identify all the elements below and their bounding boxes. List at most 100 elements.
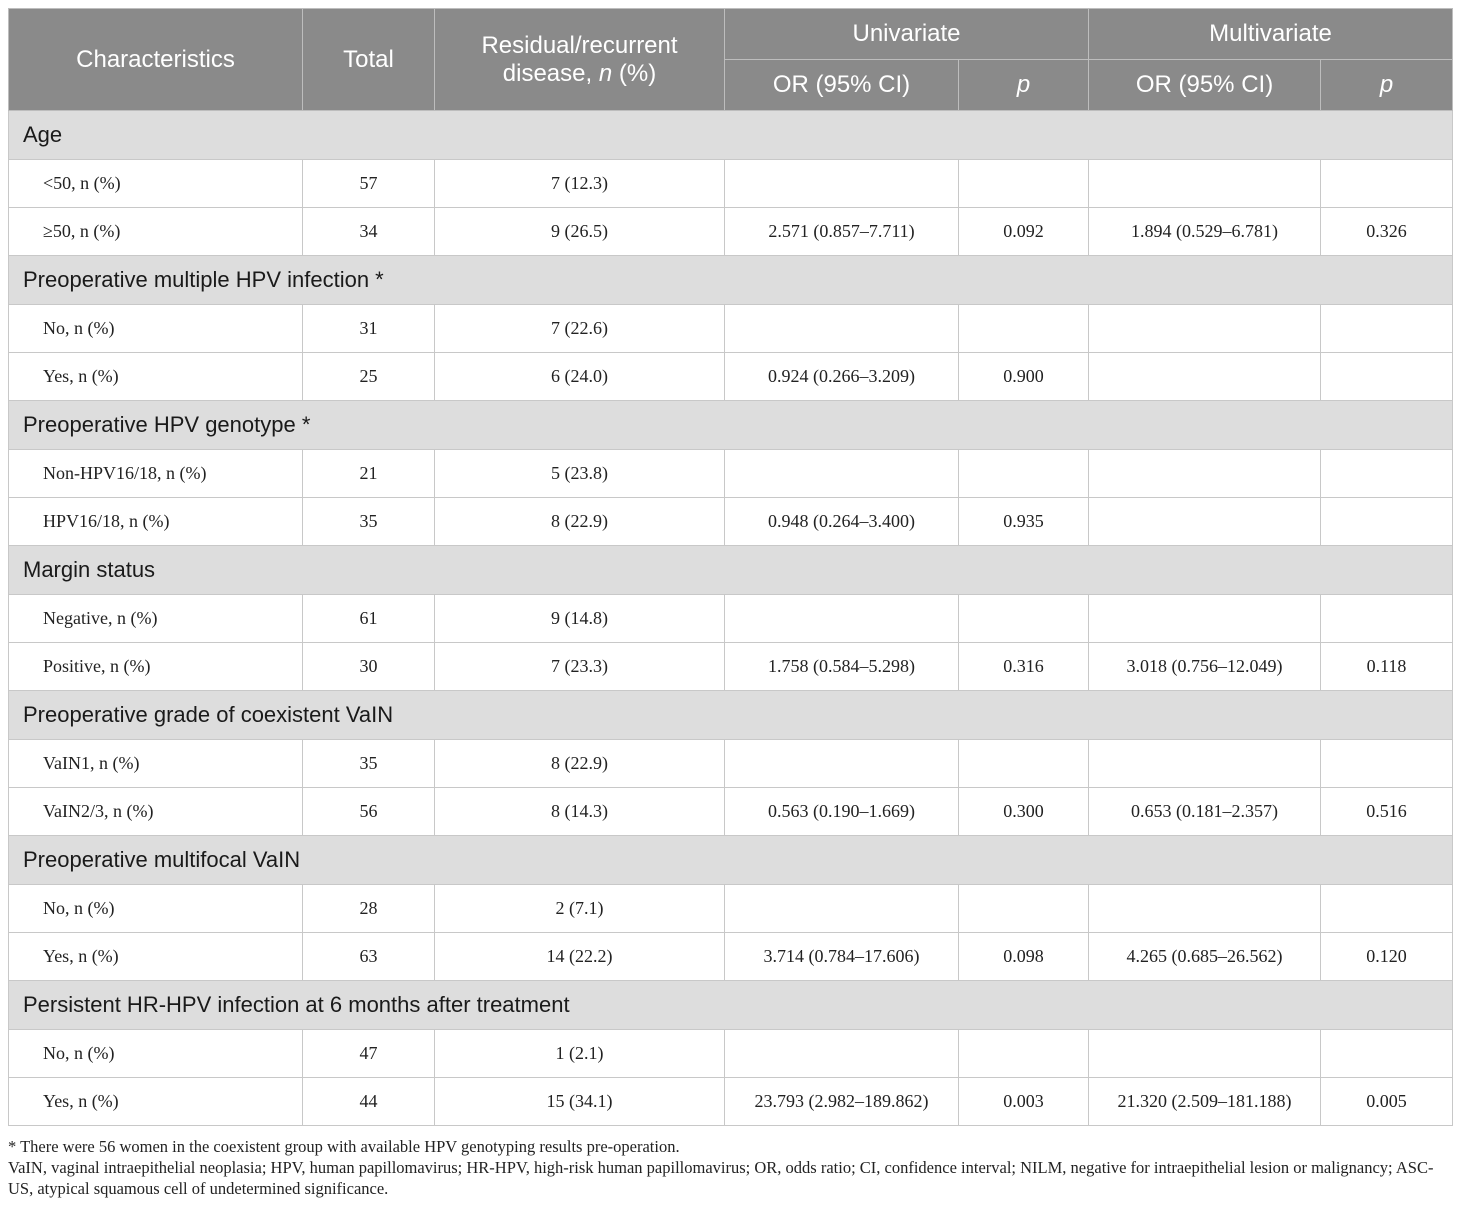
table-row: Yes, n (%) 44 15 (34.1) 23.793 (2.982–189.8… bbox=[8, 1077, 1454, 1126]
table-row: No, n (%) 47 1 (2.1) bbox=[8, 1029, 1454, 1078]
univariate-or-cell bbox=[724, 1029, 959, 1078]
table-row: HPV16/18, n (%) 35 8 (22.9) 0.948 (0.264–3.… bbox=[8, 497, 1454, 546]
residual-cell: 5 (23.8) bbox=[434, 449, 725, 498]
multivariate-p-cell bbox=[1320, 594, 1454, 643]
group-header-row: Margin status bbox=[7, 545, 1454, 595]
header-residual-line2-pre: disease, bbox=[502, 59, 599, 87]
residual-cell: 8 (22.9) bbox=[434, 739, 725, 788]
header-residual-line1: Residual/recurrent bbox=[481, 31, 678, 59]
residual-cell: 15 (34.1) bbox=[434, 1077, 725, 1126]
multivariate-or-cell bbox=[1088, 497, 1322, 546]
row-label: Yes, n (%) bbox=[8, 1077, 303, 1126]
multivariate-or-cell bbox=[1088, 352, 1322, 401]
row-label: No, n (%) bbox=[8, 304, 303, 353]
univariate-or-cell: 3.714 (0.784–17.606) bbox=[724, 932, 959, 981]
multivariate-p-cell bbox=[1320, 304, 1454, 353]
row-label: Negative, n (%) bbox=[8, 594, 303, 643]
total-cell: 56 bbox=[302, 787, 435, 836]
header-multi-or: OR (95% CI) bbox=[1088, 59, 1322, 111]
multivariate-or-cell bbox=[1088, 159, 1322, 208]
univariate-or-cell bbox=[724, 449, 959, 498]
univariate-or-cell bbox=[724, 594, 959, 643]
univariate-p-cell: 0.316 bbox=[957, 642, 1090, 691]
multivariate-or-cell: 4.265 (0.685–26.562) bbox=[1088, 932, 1322, 981]
multivariate-p-cell bbox=[1320, 449, 1454, 498]
table-container: Characteristics Total Residual/recurrent… bbox=[7, 8, 1454, 1199]
group-header-row: Preoperative grade of coexistent VaIN bbox=[7, 690, 1454, 740]
univariate-or-cell bbox=[724, 884, 959, 933]
table-row: VaIN2/3, n (%) 56 8 (14.3) 0.563 (0.190–1.6… bbox=[8, 787, 1454, 836]
table-row: VaIN1, n (%) 35 8 (22.9) bbox=[8, 739, 1454, 788]
row-label: VaIN1, n (%) bbox=[8, 739, 303, 788]
univariate-or-cell: 0.948 (0.264–3.400) bbox=[724, 497, 959, 546]
total-cell: 57 bbox=[302, 159, 435, 208]
residual-cell: 7 (23.3) bbox=[434, 642, 725, 691]
group-title: Preoperative multiple HPV infection * bbox=[7, 255, 1454, 305]
residual-cell: 7 (12.3) bbox=[434, 159, 725, 208]
total-cell: 31 bbox=[302, 304, 435, 353]
univariate-p-cell: 0.098 bbox=[957, 932, 1090, 981]
group-header-row: Persistent HR-HPV infection at 6 months … bbox=[7, 980, 1454, 1030]
total-cell: 21 bbox=[302, 449, 435, 498]
row-label: Yes, n (%) bbox=[8, 932, 303, 981]
residual-cell: 14 (22.2) bbox=[434, 932, 725, 981]
multivariate-or-cell bbox=[1088, 594, 1322, 643]
total-cell: 47 bbox=[302, 1029, 435, 1078]
multivariate-p-cell: 0.120 bbox=[1320, 932, 1454, 981]
univariate-or-cell bbox=[724, 159, 959, 208]
univariate-p-cell bbox=[957, 739, 1090, 788]
multivariate-or-cell: 21.320 (2.509–181.188) bbox=[1088, 1077, 1322, 1126]
total-cell: 35 bbox=[302, 739, 435, 788]
total-cell: 34 bbox=[302, 207, 435, 256]
header-multi-p: p bbox=[1320, 59, 1454, 111]
header-residual-line2-post: (%) bbox=[612, 59, 657, 87]
univariate-or-cell: 2.571 (0.857–7.711) bbox=[724, 207, 959, 256]
header-uni-p: p bbox=[957, 59, 1090, 111]
table-row: Positive, n (%) 30 7 (23.3) 1.758 (0.584–5.… bbox=[8, 642, 1454, 691]
multivariate-or-cell bbox=[1088, 449, 1322, 498]
residual-cell: 7 (22.6) bbox=[434, 304, 725, 353]
multivariate-p-cell: 0.326 bbox=[1320, 207, 1454, 256]
univariate-p-cell: 0.003 bbox=[957, 1077, 1090, 1126]
multivariate-p-cell: 0.005 bbox=[1320, 1077, 1454, 1126]
multivariate-or-cell: 3.018 (0.756–12.049) bbox=[1088, 642, 1322, 691]
univariate-p-cell: 0.300 bbox=[957, 787, 1090, 836]
table-row: Non-HPV16/18, n (%) 21 5 (23.8) bbox=[8, 449, 1454, 498]
multivariate-or-cell bbox=[1088, 884, 1322, 933]
row-label: ≥50, n (%) bbox=[8, 207, 303, 256]
group-title: Margin status bbox=[7, 545, 1454, 595]
header-total: Total bbox=[302, 8, 435, 111]
univariate-or-cell: 0.924 (0.266–3.209) bbox=[724, 352, 959, 401]
residual-cell: 9 (26.5) bbox=[434, 207, 725, 256]
table-row: No, n (%) 28 2 (7.1) bbox=[8, 884, 1454, 933]
row-label: HPV16/18, n (%) bbox=[8, 497, 303, 546]
row-label: VaIN2/3, n (%) bbox=[8, 787, 303, 836]
multivariate-or-cell bbox=[1088, 304, 1322, 353]
univariate-p-cell: 0.092 bbox=[957, 207, 1090, 256]
footnotes: * There were 56 women in the coexistent … bbox=[8, 1136, 1452, 1199]
multivariate-p-cell bbox=[1320, 884, 1454, 933]
row-label: Yes, n (%) bbox=[8, 352, 303, 401]
header-characteristics: Characteristics bbox=[8, 8, 303, 111]
multivariate-p-cell bbox=[1320, 1029, 1454, 1078]
total-cell: 30 bbox=[302, 642, 435, 691]
multivariate-or-cell bbox=[1088, 739, 1322, 788]
row-label: No, n (%) bbox=[8, 884, 303, 933]
group-header-row: Preoperative HPV genotype * bbox=[7, 400, 1454, 450]
residual-cell: 2 (7.1) bbox=[434, 884, 725, 933]
group-header-row: Preoperative multiple HPV infection * bbox=[7, 255, 1454, 305]
header-multivariate: Multivariate bbox=[1088, 8, 1454, 60]
total-cell: 28 bbox=[302, 884, 435, 933]
multivariate-or-cell bbox=[1088, 1029, 1322, 1078]
table-row: Yes, n (%) 63 14 (22.2) 3.714 (0.784–17.606… bbox=[8, 932, 1454, 981]
row-label: No, n (%) bbox=[8, 1029, 303, 1078]
header-residual-n: n bbox=[598, 59, 613, 87]
univariate-or-cell bbox=[724, 304, 959, 353]
multivariate-p-cell bbox=[1320, 159, 1454, 208]
results-table: Characteristics Total Residual/recurrent… bbox=[7, 8, 1454, 1126]
residual-cell: 9 (14.8) bbox=[434, 594, 725, 643]
univariate-p-cell bbox=[957, 304, 1090, 353]
header-uni-or: OR (95% CI) bbox=[724, 59, 959, 111]
total-cell: 63 bbox=[302, 932, 435, 981]
group-title: Persistent HR-HPV infection at 6 months … bbox=[7, 980, 1454, 1030]
